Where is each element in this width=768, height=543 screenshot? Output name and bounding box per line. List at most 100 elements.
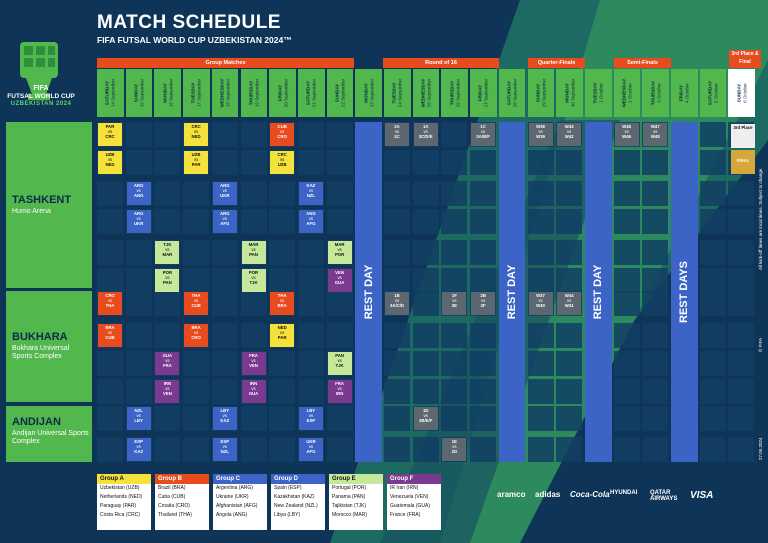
match-team: IRN <box>163 381 172 386</box>
day-header: WEDNESDAY 2 October <box>613 69 641 117</box>
match-team: 2C <box>394 134 400 140</box>
schedule-cell <box>269 240 296 265</box>
group-legend-team: Tajikistan (TJK) <box>332 503 367 509</box>
match-team: UKR <box>306 439 316 444</box>
day-date: 16 September <box>167 78 173 108</box>
schedule-cell <box>728 351 755 376</box>
day-header: TUESDAY 17 September <box>183 69 210 117</box>
day-header: SUNDAY 22 September <box>326 69 354 117</box>
sponsor-adidas: adidas <box>535 490 561 499</box>
schedule-cell <box>412 379 439 404</box>
schedule-cell <box>613 181 640 206</box>
group-legend-team: New Zealand (NZL) <box>274 503 318 509</box>
schedule-cell <box>613 291 640 316</box>
schedule-cell <box>699 150 726 175</box>
schedule-cell <box>728 379 755 404</box>
day-date: 23 September <box>368 78 374 108</box>
match-team: ARG <box>133 183 144 188</box>
schedule-cell <box>699 240 726 265</box>
match-team: TJK <box>249 280 258 286</box>
group-legend-team: Venezuela (VEN) <box>390 494 429 500</box>
match-vs: vs <box>251 247 256 253</box>
schedule-cell <box>125 351 152 376</box>
match-team: 2E <box>451 303 458 309</box>
group-legend-team: Ukraine (UKR) <box>216 494 249 500</box>
schedule-cell <box>642 268 669 293</box>
match-team: 1C <box>480 124 486 129</box>
match-vs: vs <box>251 386 256 392</box>
match-team: NED <box>277 325 287 330</box>
match-card: 1B vs 3A/C/D <box>385 292 409 315</box>
schedule-cell <box>556 209 583 234</box>
match-team: W48 <box>650 134 660 140</box>
day-date: 18 September <box>225 78 231 108</box>
match-card: PAR vs CRC <box>98 123 122 146</box>
schedule-cell <box>211 323 238 348</box>
match-card: 1E vs 2D <box>442 438 467 461</box>
match-team: BRA <box>277 303 287 309</box>
schedule-cell <box>269 268 296 293</box>
group-legend-team: Croatia (CRO) <box>158 503 190 509</box>
match-team: W42 <box>564 134 574 140</box>
schedule-cell <box>412 351 439 376</box>
group-legend-title: Group C <box>213 474 267 484</box>
schedule-cell <box>384 437 410 462</box>
match-team: BRA <box>191 325 201 330</box>
schedule-cell <box>154 150 181 175</box>
schedule-cell <box>412 437 439 462</box>
match-card: NZL vs LBY <box>126 407 151 430</box>
match-team: MAR <box>248 242 259 247</box>
rest-day-label: REST DAYS <box>678 261 691 323</box>
day-name: SATURDAY <box>506 80 512 106</box>
day-name: TUESDAY <box>592 82 598 104</box>
rest-day-column: REST DAY <box>584 122 612 462</box>
logo-brand: FIFA <box>33 85 49 92</box>
schedule-cell <box>412 209 439 234</box>
schedule-cell <box>297 240 324 265</box>
schedule-cell <box>699 268 726 293</box>
schedule-cell <box>613 351 640 376</box>
match-team: PAN <box>249 252 258 258</box>
match-card: CRO vs THA <box>98 292 122 315</box>
schedule-cell <box>384 268 410 293</box>
group-legend-team: Portugal (POR) <box>332 485 367 491</box>
schedule-cell <box>384 323 410 348</box>
group-legend-title: Group B <box>155 474 209 484</box>
match-vs: vs <box>337 358 342 364</box>
group-legend-team: Spain (ESP) <box>274 485 302 491</box>
day-header: SUNDAY 6 October <box>728 69 756 117</box>
schedule-cell <box>125 323 152 348</box>
match-vs: vs <box>308 188 314 194</box>
schedule-cell <box>211 150 238 175</box>
day-date: 29 September <box>540 78 546 108</box>
schedule-cell <box>183 181 210 206</box>
side-copyright: © FIFA <box>758 337 763 352</box>
match-team: W47 <box>650 124 660 129</box>
day-date: 6 October <box>741 83 747 103</box>
rest-day-column: REST DAY <box>498 122 526 462</box>
schedule-cell <box>384 240 410 265</box>
match-team: AFG <box>306 221 316 227</box>
match-team: MAR <box>334 242 345 247</box>
schedule-cell <box>642 351 669 376</box>
venue-arena: Humo Arena <box>12 208 51 215</box>
schedule-cell <box>97 240 123 265</box>
schedule-cell <box>326 122 353 147</box>
day-date: 22 September <box>339 78 345 108</box>
match-vs: vs <box>251 358 256 364</box>
stage-quarter-finals: Quarter-Finals <box>528 58 585 68</box>
match-vs: vs <box>136 413 141 419</box>
schedule-cell <box>384 150 410 175</box>
schedule-cell <box>470 406 497 431</box>
schedule-cell <box>183 240 210 265</box>
match-vs: vs <box>394 129 400 135</box>
group-legend-team: Cuba (CUB) <box>158 494 186 500</box>
group-legend: Group F IR Iran (IRN) Venezuela (VEN) Guate… <box>387 474 441 530</box>
schedule-cell <box>183 209 210 234</box>
day-header: SATURDAY 21 September <box>297 69 325 117</box>
match-team: W44 <box>564 293 574 298</box>
match-team: POR <box>334 252 345 258</box>
day-header: FRIDAY 27 September <box>470 69 497 117</box>
day-name: FRIDAY <box>277 84 283 102</box>
match-card: 1F vs 2E <box>442 292 467 315</box>
